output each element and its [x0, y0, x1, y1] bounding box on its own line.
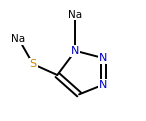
- Text: N: N: [71, 46, 80, 56]
- Text: Na: Na: [68, 10, 82, 19]
- Text: S: S: [29, 59, 37, 69]
- Text: N: N: [99, 53, 107, 63]
- Text: Na: Na: [12, 34, 26, 44]
- Text: N: N: [99, 80, 107, 90]
